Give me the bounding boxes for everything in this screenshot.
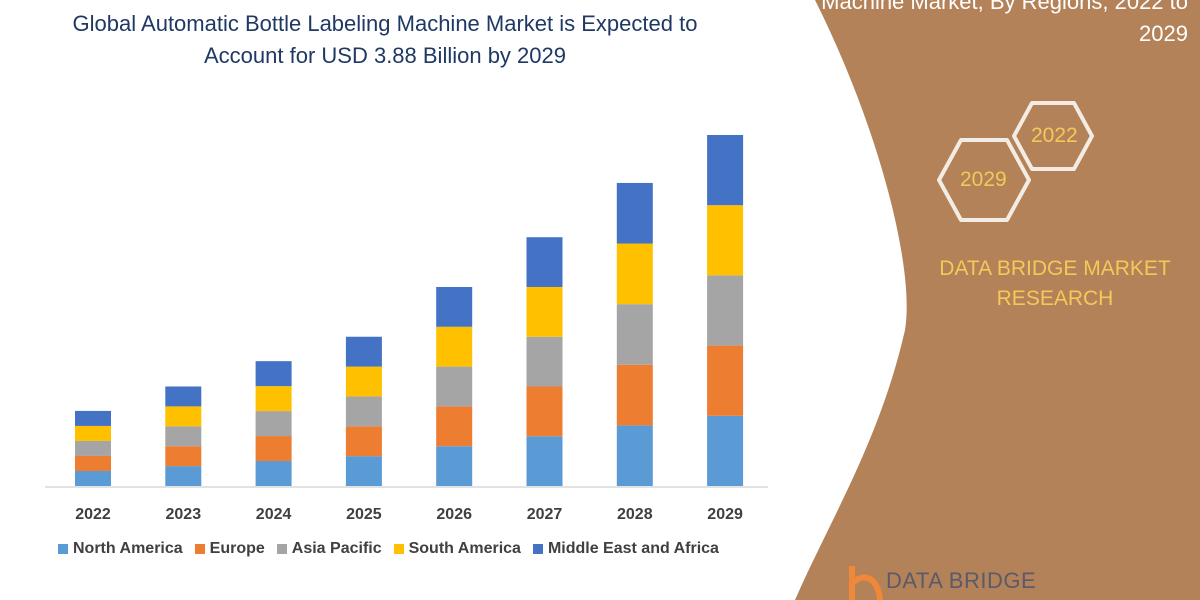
legend-label: Europe <box>209 540 265 557</box>
bar-2026-south-america <box>436 326 473 367</box>
bar-2026-middle-east-and-africa <box>436 286 473 327</box>
legend-swatch <box>532 544 543 554</box>
legend: North America Europe Asia Pacific South Ame… <box>58 540 719 558</box>
bar-2027-asia-pacific <box>526 336 563 387</box>
x-tick-label: 2029 <box>707 506 743 523</box>
legend-swatch <box>58 544 68 554</box>
bar-2024-asia-pacific <box>255 411 292 437</box>
bar-2023-middle-east-and-africa <box>165 386 202 407</box>
bar-2027-middle-east-and-africa <box>526 237 563 287</box>
legend-label: South America <box>408 540 521 557</box>
bar-2024-middle-east-and-africa <box>255 361 292 387</box>
bar-2022-north-america <box>75 470 111 486</box>
hex-year-2029: 2029 <box>960 168 1007 191</box>
legend-item: Asia Pacific <box>276 540 382 558</box>
legend-item: South America <box>393 540 521 558</box>
legend-swatch <box>276 544 287 554</box>
bar-2028-asia-pacific <box>616 304 653 365</box>
bar-2027-south-america <box>526 286 563 337</box>
legend-swatch <box>393 544 404 554</box>
legend-label: Middle East and Africa <box>547 540 719 557</box>
chart-title: Global Automatic Bottle Labeling Machine… <box>72 11 698 68</box>
x-tick-label: 2023 <box>166 506 202 523</box>
x-tick-label: 2028 <box>617 506 653 523</box>
bar-2027-north-america <box>526 436 563 486</box>
bar-2028-europe <box>616 364 653 426</box>
bar-2029-middle-east-and-africa <box>707 135 744 206</box>
bar-2023-europe <box>165 446 202 467</box>
bar-2029-south-america <box>707 205 744 276</box>
legend-label: North America <box>73 540 183 557</box>
hex-year-2022: 2022 <box>1031 124 1078 147</box>
x-tick-label: 2027 <box>527 506 563 523</box>
bar-2028-north-america <box>616 425 653 486</box>
bar-2023-north-america <box>165 466 202 486</box>
bar-2026-asia-pacific <box>436 366 473 407</box>
bar-2022-europe <box>75 455 111 471</box>
bar-2025-europe <box>345 426 382 457</box>
panel-title: Machine Market, By Regions, 2022 to 2029 <box>821 0 1188 46</box>
legend-label: Asia Pacific <box>291 540 382 557</box>
bar-2023-south-america <box>165 406 202 427</box>
bar-2024-north-america <box>255 461 292 486</box>
bar-2025-asia-pacific <box>345 396 382 427</box>
bar-2024-south-america <box>255 386 292 412</box>
bar-2026-north-america <box>436 446 473 486</box>
x-tick-label: 2026 <box>436 506 472 523</box>
bar-2023-asia-pacific <box>165 426 202 447</box>
bar-2029-europe <box>707 345 744 416</box>
x-tick-label: 2024 <box>256 506 292 523</box>
legend-item: Europe <box>194 540 265 558</box>
chart: 2022 2023 2024 2025 2026 2027 2028 2029 <box>45 135 768 523</box>
hexagon-2029 <box>937 138 1031 222</box>
legend-swatch <box>194 544 205 554</box>
bar-2024-europe <box>255 436 292 462</box>
brand-name: DATA BRIDGE MARKET RESEARCH <box>939 257 1171 310</box>
bar-2022-south-america <box>75 425 111 441</box>
bar-2022-middle-east-and-africa <box>75 410 111 426</box>
bar-2025-middle-east-and-africa <box>345 336 382 367</box>
x-tick-label: 2022 <box>75 506 111 523</box>
legend-item: North America <box>58 540 183 558</box>
x-tick-label: 2025 <box>346 506 382 523</box>
side-panel <box>795 0 1200 600</box>
bar-2027-europe <box>526 386 563 437</box>
logo-icon <box>849 566 883 600</box>
bar-2029-north-america <box>707 415 744 486</box>
bar-2025-south-america <box>345 366 382 397</box>
bar-2028-middle-east-and-africa <box>616 182 653 244</box>
hexagon-2022 <box>1012 101 1094 171</box>
bar-2025-north-america <box>345 456 382 486</box>
bar-2029-asia-pacific <box>707 275 744 346</box>
bar-2026-europe <box>436 406 473 447</box>
bar-2022-asia-pacific <box>75 440 111 456</box>
legend-item: Middle East and Africa <box>532 540 719 558</box>
logo-text: DATA BRIDGE <box>886 568 1037 593</box>
bar-2028-south-america <box>616 243 653 305</box>
